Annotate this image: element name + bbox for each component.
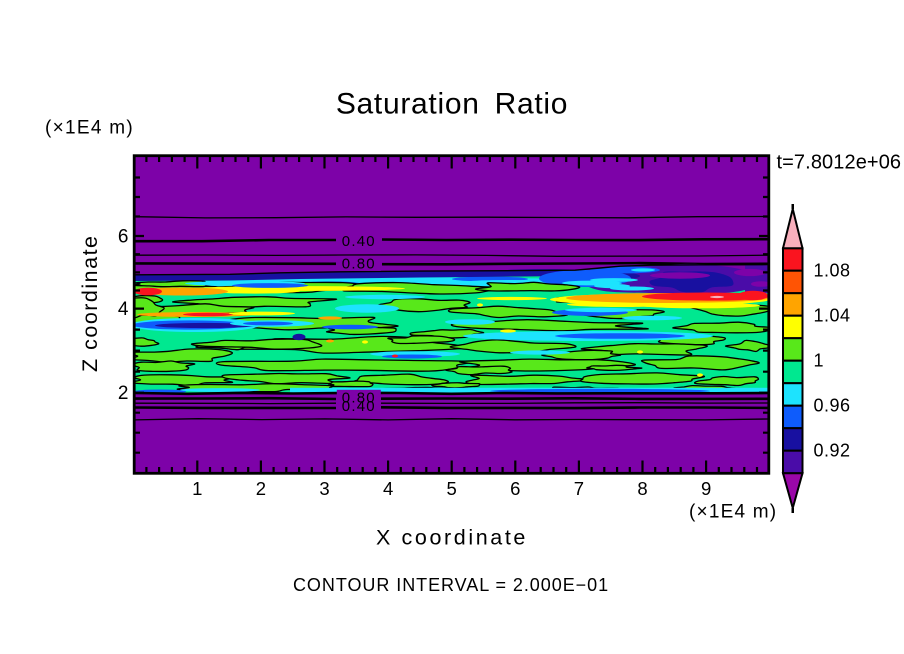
svg-text:4: 4 (383, 478, 393, 499)
svg-text:3: 3 (319, 478, 329, 499)
svg-text:4: 4 (118, 299, 129, 320)
svg-text:Z coordinate: Z coordinate (78, 234, 102, 372)
svg-text:0.80: 0.80 (342, 390, 376, 407)
svg-text:t=7.8012e+06: t=7.8012e+06 (777, 152, 902, 174)
svg-text:1: 1 (814, 351, 825, 371)
svg-text:2: 2 (256, 478, 266, 499)
svg-text:X coordinate: X coordinate (376, 526, 528, 550)
svg-text:1.08: 1.08 (814, 261, 851, 281)
svg-text:9: 9 (701, 478, 711, 499)
svg-text:Saturation Ratio: Saturation Ratio (336, 88, 568, 121)
svg-text:8: 8 (637, 478, 647, 499)
svg-text:6: 6 (510, 478, 520, 499)
svg-text:6: 6 (118, 227, 129, 248)
svg-text:0.92: 0.92 (814, 441, 851, 461)
svg-text:0.40: 0.40 (342, 233, 376, 250)
svg-text:5: 5 (447, 478, 457, 499)
svg-text:1.04: 1.04 (814, 306, 851, 326)
svg-text:(×1E4 m): (×1E4 m) (45, 118, 134, 139)
svg-text:0.96: 0.96 (814, 396, 851, 416)
svg-text:0.80: 0.80 (342, 256, 376, 273)
svg-text:7: 7 (574, 478, 584, 499)
svg-text:1: 1 (192, 478, 202, 499)
svg-text:0.40: 0.40 (342, 398, 376, 415)
svg-text:(×1E4 m): (×1E4 m) (689, 502, 777, 523)
svg-text:2: 2 (118, 383, 129, 404)
svg-text:CONTOUR INTERVAL = 2.000E−01: CONTOUR INTERVAL = 2.000E−01 (293, 575, 609, 595)
